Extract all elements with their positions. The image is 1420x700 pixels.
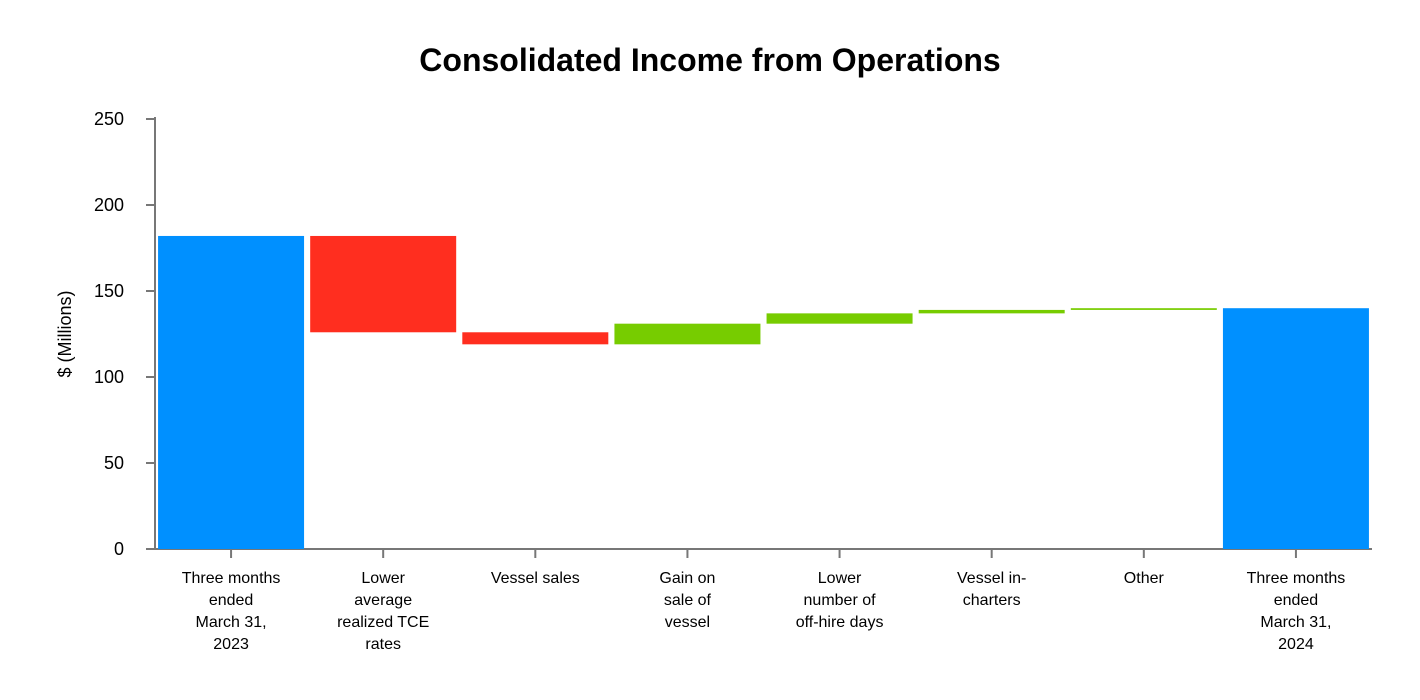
x-tick-label: Vessel in-charters xyxy=(957,570,1026,609)
x-tick-label: Vessel sales xyxy=(491,570,580,587)
y-tick-label: 200 xyxy=(94,195,124,215)
x-tick-label: Three months ended March 31, 2024 xyxy=(1247,570,1346,653)
y-tick-label: 50 xyxy=(104,453,124,473)
bar xyxy=(614,323,761,345)
y-tick-label: 100 xyxy=(94,367,124,387)
bar xyxy=(310,235,457,333)
y-tick-label: 0 xyxy=(114,539,124,559)
x-tick-label: Other xyxy=(1124,570,1165,587)
bar xyxy=(1222,308,1369,549)
x-tick-label: Gain on sale of vessel xyxy=(659,570,715,631)
bar xyxy=(462,332,609,345)
bar xyxy=(1070,308,1217,310)
bar xyxy=(766,313,913,324)
x-tick-label: Lower average realized TCE rates xyxy=(337,570,429,653)
chart-title: Consolidated Income from Operations xyxy=(419,42,1001,78)
bar xyxy=(918,309,1065,314)
y-tick-label: 150 xyxy=(94,281,124,301)
x-tick-label: Lower number of off-hire days xyxy=(796,570,884,631)
y-tick-label: 250 xyxy=(94,109,124,129)
bar xyxy=(158,235,305,549)
x-tick-label: Three months ended March 31, 2023 xyxy=(182,570,281,653)
y-axis-label: $ (Millions) xyxy=(55,290,75,377)
